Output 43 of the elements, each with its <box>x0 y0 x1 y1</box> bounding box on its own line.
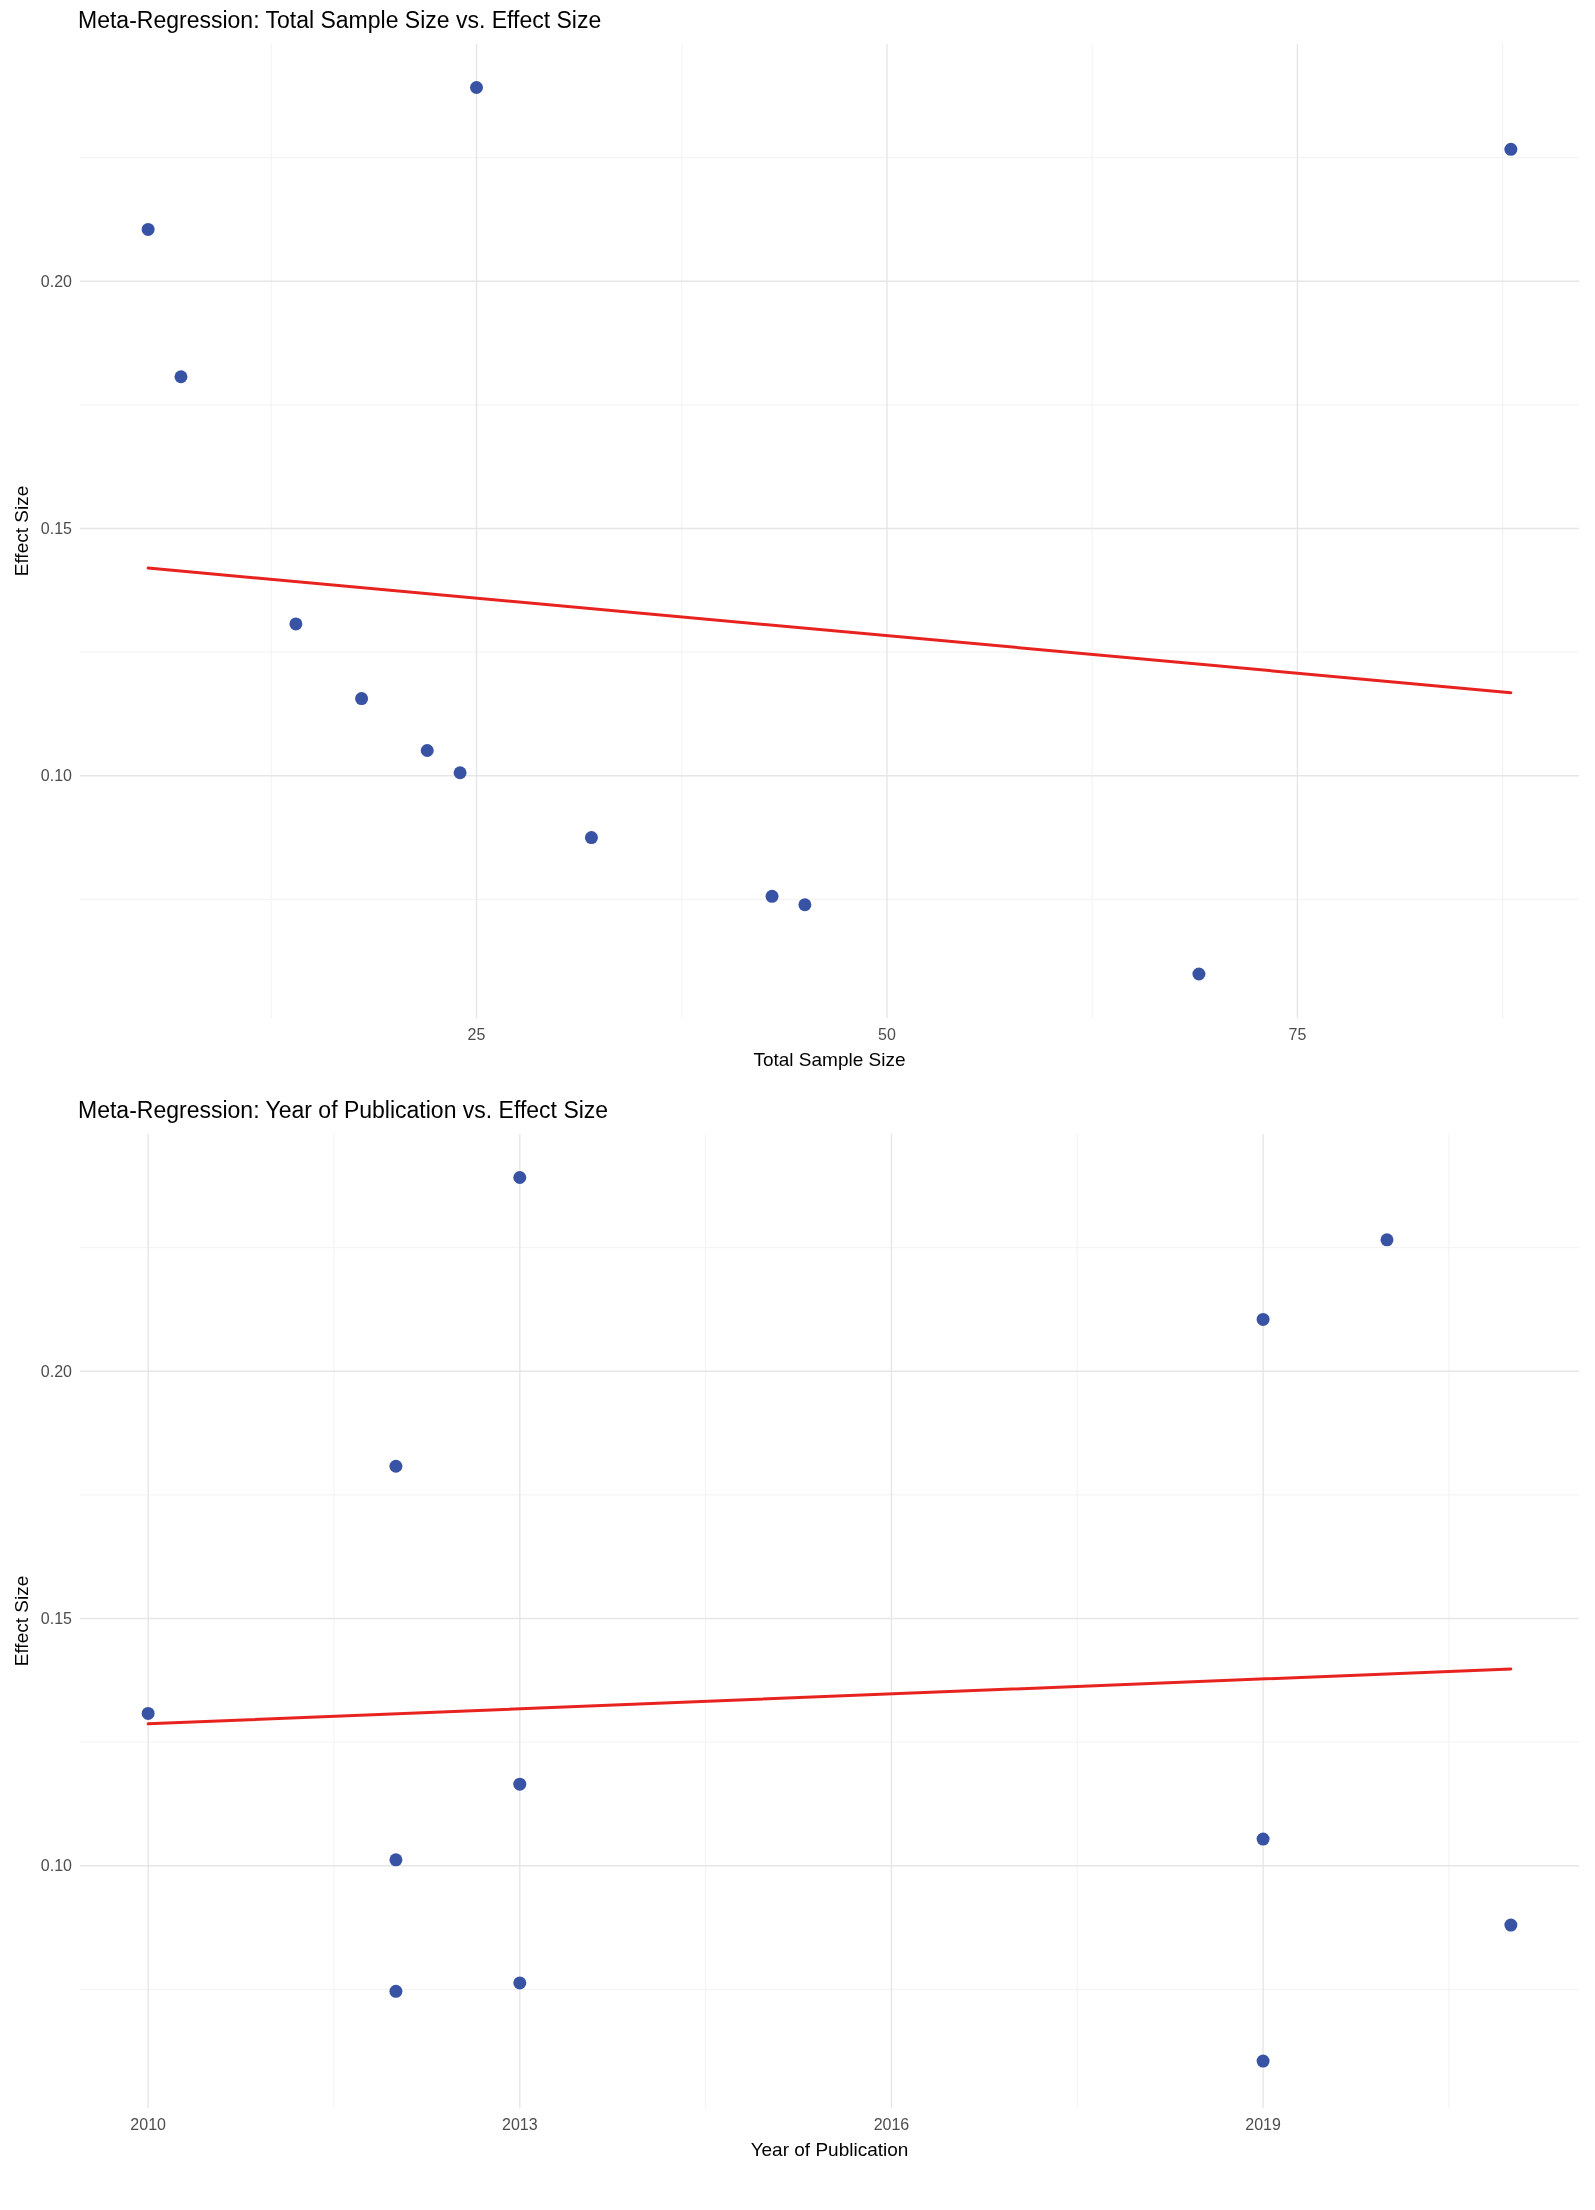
point <box>765 889 779 903</box>
point <box>1256 2054 1270 2068</box>
point <box>141 1706 155 1720</box>
point <box>420 744 434 758</box>
point <box>513 1976 527 1990</box>
point <box>1192 967 1206 981</box>
point <box>1504 1918 1518 1932</box>
y-tick-label: 0.20 <box>40 272 73 290</box>
y-tick-label: 0.10 <box>40 767 73 785</box>
point <box>453 766 467 780</box>
point <box>1256 1312 1270 1326</box>
y-tick-label: 0.10 <box>40 1857 73 1875</box>
y-axis-title: Effect Size <box>11 485 32 577</box>
x-tick-label: 2010 <box>130 2116 167 2133</box>
point <box>584 831 598 845</box>
point <box>355 692 369 706</box>
point <box>389 1984 403 1998</box>
point <box>1504 142 1518 156</box>
point <box>513 1171 527 1185</box>
point <box>389 1853 403 1867</box>
x-axis-title: Total Sample Size <box>753 1049 906 1070</box>
x-tick-label: 75 <box>1288 1026 1307 1043</box>
point <box>289 617 303 631</box>
point <box>470 81 483 95</box>
point <box>141 222 155 236</box>
point <box>174 370 188 384</box>
chart-title: Meta-Regression: Year of Publication vs. Effect Size <box>78 1097 609 1123</box>
x-tick-label: 2013 <box>501 2116 538 2133</box>
x-tick-label: 25 <box>467 1026 486 1043</box>
point <box>389 1459 403 1473</box>
y-tick-label: 0.15 <box>40 520 73 538</box>
y-tick-label: 0.15 <box>40 1610 73 1628</box>
x-tick-label: 50 <box>878 1026 896 1043</box>
chart-title: Meta-Regression: Total Sample Size vs. Effect Size <box>78 7 602 33</box>
y-axis-title: Effect Size <box>11 1575 32 1667</box>
point <box>513 1777 527 1791</box>
point <box>1380 1233 1394 1247</box>
y-tick-label: 0.20 <box>40 1362 73 1380</box>
x-tick-label: 2019 <box>1245 2116 1281 2133</box>
point <box>1256 1832 1270 1846</box>
point <box>798 898 812 912</box>
x-tick-label: 2016 <box>873 2116 910 2133</box>
x-axis-title: Year of Publication <box>750 2139 909 2160</box>
